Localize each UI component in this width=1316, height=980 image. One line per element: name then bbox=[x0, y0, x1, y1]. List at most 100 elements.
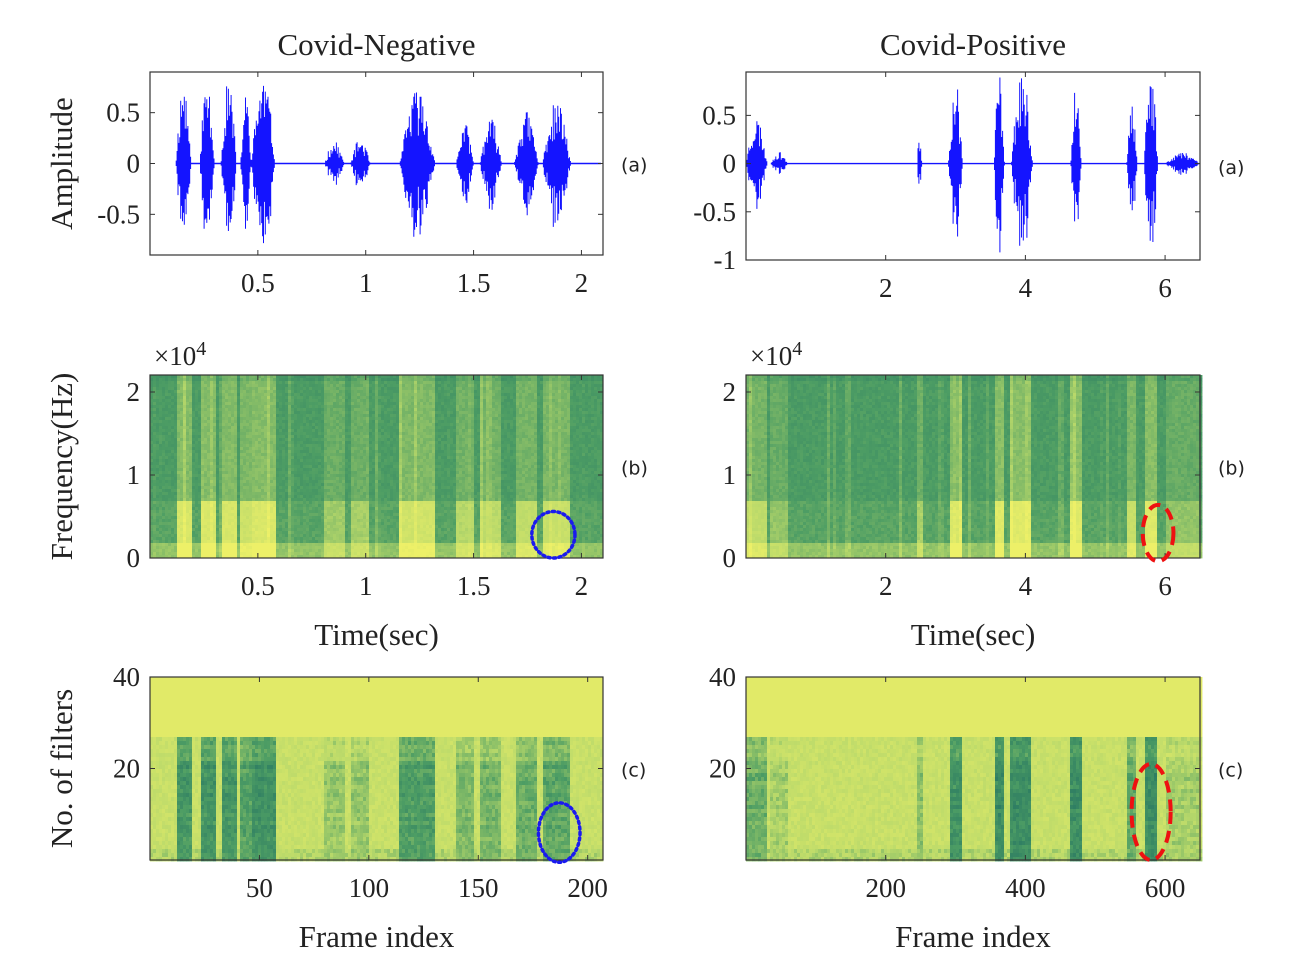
neg-spectrogram-cell bbox=[264, 486, 268, 490]
neg-spectrogram-cell bbox=[288, 468, 292, 472]
neg-spectrogram-cell bbox=[372, 381, 376, 385]
neg-spectrogram-cell bbox=[360, 486, 364, 490]
neg-spectrogram-cell bbox=[360, 387, 364, 391]
neg-spectrogram-cell bbox=[306, 501, 310, 505]
pos-waveform-waveform-trace bbox=[746, 77, 1200, 253]
neg-spectrogram-cell bbox=[348, 540, 352, 544]
neg-spectrogram-cell bbox=[357, 555, 361, 559]
neg-spectrogram-cell bbox=[216, 432, 220, 436]
neg-spectrogram-cell bbox=[309, 432, 313, 436]
neg-spectrogram-cell bbox=[204, 513, 208, 517]
neg-spectrogram-cell bbox=[240, 507, 244, 511]
neg-spectrogram-cell bbox=[366, 489, 370, 493]
neg-spectrogram-cell bbox=[207, 384, 211, 388]
neg-spectrogram-cell bbox=[360, 429, 364, 433]
neg-spectrogram-cell bbox=[222, 384, 226, 388]
neg-spectrogram-cell bbox=[261, 384, 265, 388]
neg-spectrogram-cell bbox=[276, 519, 280, 523]
neg-spectrogram-cell bbox=[183, 420, 187, 424]
neg-spectrogram-cell bbox=[240, 456, 244, 460]
neg-spectrogram-cell bbox=[243, 552, 247, 556]
neg-spectrogram-cell bbox=[366, 459, 370, 463]
neg-spectrogram-cell bbox=[303, 528, 307, 532]
neg-spectrogram-cell bbox=[270, 519, 274, 523]
neg-spectrogram-cell bbox=[237, 399, 241, 403]
neg-spectrogram-cell bbox=[366, 462, 370, 466]
neg-spectrogram-cell bbox=[201, 462, 205, 466]
neg-spectrogram-cell bbox=[276, 510, 280, 514]
neg-spectrogram-cell bbox=[153, 543, 157, 547]
neg-spectrogram-cell bbox=[297, 414, 301, 418]
neg-spectrogram-cell bbox=[150, 474, 154, 478]
neg-spectrogram-cell bbox=[342, 459, 346, 463]
neg-spectrogram-cell bbox=[384, 408, 388, 412]
neg-spectrogram-cell bbox=[225, 396, 229, 400]
neg-spectrogram-cell bbox=[249, 528, 253, 532]
neg-spectrogram-cell bbox=[369, 453, 373, 457]
neg-spectrogram-cell bbox=[357, 504, 361, 508]
neg-spectrogram-cell bbox=[348, 507, 352, 511]
neg-spectrogram-cell bbox=[291, 399, 295, 403]
neg-spectrogram-cell bbox=[264, 546, 268, 550]
neg-spectrogram-cell bbox=[384, 471, 388, 475]
neg-waveform-waveform-trace bbox=[175, 85, 571, 244]
neg-spectrogram-cell bbox=[336, 519, 340, 523]
neg-spectrogram-cell bbox=[369, 423, 373, 427]
neg-spectrogram-cell bbox=[354, 375, 358, 379]
neg-spectrogram-cell bbox=[363, 495, 367, 499]
neg-spectrogram-cell bbox=[267, 399, 271, 403]
neg-spectrogram-cell bbox=[186, 501, 190, 505]
neg-spectrogram-cell bbox=[309, 414, 313, 418]
neg-spectrogram-cell bbox=[165, 399, 169, 403]
neg-spectrogram-cell bbox=[156, 513, 160, 517]
neg-spectrogram-cell bbox=[366, 543, 370, 547]
neg-spectrogram-cell bbox=[264, 396, 268, 400]
neg-spectrogram-cell bbox=[279, 375, 283, 379]
neg-spectrogram-cell bbox=[240, 495, 244, 499]
neg-spectrogram-cell bbox=[276, 441, 280, 445]
neg-spectrogram-cell bbox=[297, 405, 301, 409]
neg-spectrogram-cell bbox=[249, 504, 253, 508]
neg-spectrogram-cell bbox=[273, 426, 277, 430]
neg-spectrogram-cell bbox=[174, 516, 178, 520]
neg-spectrogram-cell bbox=[258, 480, 262, 484]
neg-spectrogram-cell bbox=[180, 438, 184, 442]
neg-spectrogram-cell bbox=[285, 402, 289, 406]
neg-spectrogram-cell bbox=[183, 453, 187, 457]
neg-spectrogram-cell bbox=[165, 504, 169, 508]
neg-spectrogram-cell bbox=[177, 435, 181, 439]
neg-spectrogram-cell bbox=[186, 396, 190, 400]
neg-spectrogram-cell bbox=[177, 465, 181, 469]
neg-spectrogram-cell bbox=[162, 525, 166, 529]
neg-spectrogram-cell bbox=[213, 507, 217, 511]
neg-spectrogram-cell bbox=[174, 531, 178, 535]
neg-spectrogram-cell bbox=[234, 483, 238, 487]
neg-spectrogram-cell bbox=[228, 456, 232, 460]
neg-spectrogram-cell bbox=[279, 462, 283, 466]
neg-spectrogram-cell bbox=[354, 393, 358, 397]
neg-spectrogram-cell bbox=[381, 387, 385, 391]
neg-spectrogram-cell bbox=[390, 543, 394, 547]
neg-spectrogram-cell bbox=[204, 549, 208, 553]
neg-spectrogram-cell bbox=[198, 477, 202, 481]
neg-spectrogram-cell bbox=[300, 435, 304, 439]
neg-spectrogram-cell bbox=[351, 441, 355, 445]
neg-spectrogram-cell bbox=[378, 453, 382, 457]
neg-spectrogram-cell bbox=[378, 540, 382, 544]
neg-spectrogram-cell bbox=[174, 504, 178, 508]
neg-spectrogram-cell bbox=[294, 399, 298, 403]
neg-spectrogram-cell bbox=[198, 444, 202, 448]
neg-spectrogram-cell bbox=[366, 420, 370, 424]
neg-spectrogram-cell bbox=[321, 546, 325, 550]
neg-spectrogram-cell bbox=[273, 459, 277, 463]
neg-spectrogram-cell bbox=[273, 531, 277, 535]
neg-spectrogram-cell bbox=[180, 420, 184, 424]
neg-spectrogram-cell bbox=[357, 408, 361, 412]
neg-spectrogram-cell bbox=[294, 513, 298, 517]
neg-spectrogram-cell bbox=[279, 408, 283, 412]
neg-spectrogram-cell bbox=[267, 471, 271, 475]
neg-spectrogram-cell bbox=[273, 522, 277, 526]
neg-spectrogram-cell bbox=[300, 387, 304, 391]
neg-spectrogram-cell bbox=[180, 408, 184, 412]
